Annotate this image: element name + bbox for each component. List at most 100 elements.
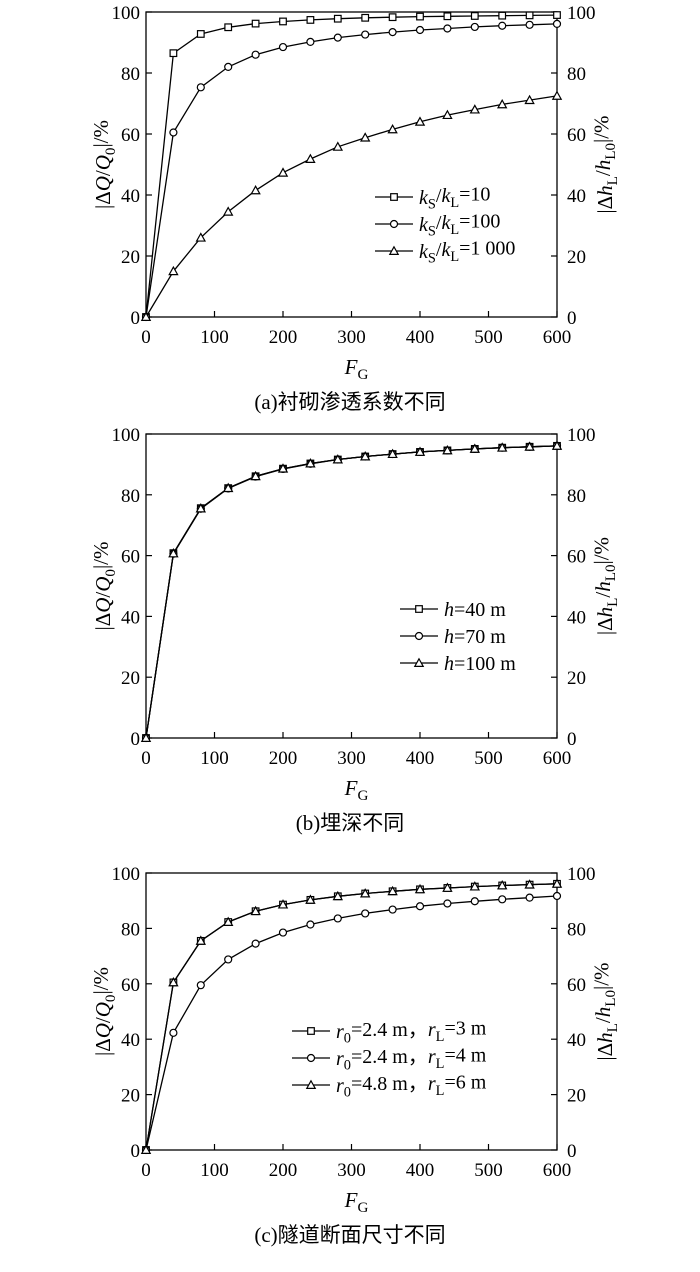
data-point-square bbox=[333, 14, 342, 23]
y-tick-label-right: 80 bbox=[567, 486, 586, 507]
data-point-square bbox=[169, 49, 178, 58]
panel-caption: (a)衬砌渗透系数不同 bbox=[254, 390, 445, 414]
x-tick-label: 100 bbox=[200, 748, 229, 769]
data-point-circle bbox=[388, 905, 397, 914]
y-tick-label-left: 60 bbox=[121, 125, 140, 146]
x-tick-label: 200 bbox=[269, 748, 298, 769]
y-tick-label-left: 20 bbox=[121, 668, 140, 689]
legend-marker-triangle bbox=[388, 245, 400, 255]
data-point-triangle bbox=[551, 90, 563, 100]
legend: r0=2.4 m，rL=3 mr0=2.4 m，rL=4 mr0=4.8 m，r… bbox=[292, 1017, 487, 1101]
y-tick-label-left: 40 bbox=[121, 186, 140, 207]
data-point-circle bbox=[224, 955, 233, 964]
series-line bbox=[145, 883, 558, 1151]
x-tick-label: 0 bbox=[141, 327, 151, 348]
data-point-triangle bbox=[195, 503, 207, 513]
data-point-circle bbox=[525, 893, 534, 902]
data-point-triangle bbox=[168, 265, 179, 276]
data-point-square bbox=[196, 30, 205, 38]
data-point-triangle bbox=[332, 141, 344, 151]
series-line bbox=[145, 95, 558, 318]
legend-label: h=100 m bbox=[444, 653, 516, 675]
data-point-triangle bbox=[305, 894, 316, 904]
y-tick-label-left: 20 bbox=[121, 1086, 140, 1107]
data-point-triangle bbox=[359, 132, 371, 142]
y-tick-label-right: 40 bbox=[567, 186, 586, 207]
x-tick-label: 0 bbox=[141, 748, 151, 769]
legend-marker-square bbox=[415, 605, 423, 613]
series-2 bbox=[141, 19, 562, 322]
x-tick-label: 500 bbox=[474, 1160, 503, 1181]
data-point-circle bbox=[470, 22, 479, 32]
data-point-circle bbox=[415, 902, 425, 911]
data-point-triangle bbox=[387, 448, 398, 459]
legend: h=40 m h=70 m h=100 m bbox=[400, 599, 516, 675]
y-tick-label-right: 100 bbox=[567, 864, 596, 885]
y-tick-label-left: 0 bbox=[131, 729, 141, 750]
y-tick-label-right: 80 bbox=[567, 919, 586, 940]
data-point-triangle bbox=[551, 440, 563, 450]
y-tick-label-right: 60 bbox=[567, 547, 586, 568]
legend-label: r0=2.4 m，rL=3 m bbox=[336, 1017, 487, 1046]
data-point-triangle bbox=[524, 94, 535, 105]
x-tick-label: 100 bbox=[200, 1160, 229, 1181]
panel-caption: (b)埋深不同 bbox=[296, 811, 405, 835]
series-2 bbox=[141, 891, 562, 1155]
y-tick-label-right: 40 bbox=[567, 1030, 586, 1051]
data-point-triangle bbox=[250, 905, 261, 916]
data-point-triangle bbox=[496, 442, 508, 452]
data-point-triangle bbox=[332, 890, 344, 901]
legend-marker-circle bbox=[414, 631, 424, 641]
data-point-circle bbox=[169, 128, 178, 137]
data-point-circle bbox=[525, 20, 534, 29]
y-tick-label-right: 0 bbox=[567, 729, 577, 750]
y-tick-label-right: 20 bbox=[567, 247, 586, 268]
data-point-circle bbox=[333, 914, 342, 923]
y-tick-label-left: 80 bbox=[121, 919, 140, 940]
legend-label: h=40 m bbox=[444, 599, 506, 621]
series-1 bbox=[142, 441, 561, 742]
x-tick-label: 500 bbox=[474, 327, 503, 348]
data-point-triangle bbox=[359, 888, 371, 898]
y-tick-label-left: 60 bbox=[121, 547, 140, 568]
data-point-square bbox=[553, 11, 561, 19]
series-1 bbox=[142, 11, 561, 321]
legend-marker-triangle bbox=[305, 1079, 317, 1089]
data-point-circle bbox=[361, 909, 370, 918]
x-tick-label: 600 bbox=[543, 327, 572, 348]
data-point-triangle bbox=[414, 446, 426, 456]
data-point-triangle bbox=[442, 109, 453, 120]
data-point-triangle bbox=[551, 878, 563, 888]
data-point-triangle bbox=[222, 916, 234, 926]
y-tick-label-left: 40 bbox=[121, 607, 140, 628]
x-tick-label: 400 bbox=[406, 1160, 435, 1181]
series-line bbox=[145, 883, 558, 1151]
data-point-triangle bbox=[469, 443, 481, 453]
legend-marker-circle bbox=[389, 219, 399, 229]
data-point-square bbox=[306, 16, 315, 24]
data-point-circle bbox=[443, 899, 452, 908]
x-tick-label: 300 bbox=[337, 748, 366, 769]
data-point-circle bbox=[333, 33, 342, 42]
data-point-circle bbox=[196, 83, 205, 92]
y-tick-label-right: 80 bbox=[567, 64, 586, 85]
data-point-circle bbox=[196, 981, 205, 990]
plot-frame bbox=[145, 872, 558, 1151]
y-tick-label-left: 0 bbox=[131, 1141, 141, 1162]
data-point-triangle bbox=[442, 882, 453, 892]
x-axis-label: FG bbox=[344, 355, 369, 383]
y-tick-label-right: 20 bbox=[567, 1086, 586, 1107]
y-tick-label-right: 20 bbox=[567, 668, 586, 689]
data-point-square bbox=[388, 13, 397, 22]
data-point-square bbox=[416, 12, 424, 21]
data-point-triangle bbox=[442, 444, 453, 455]
data-point-triangle bbox=[168, 548, 179, 558]
y-tick-label-right: 0 bbox=[567, 308, 577, 329]
x-tick-label: 400 bbox=[406, 327, 435, 348]
data-point-square bbox=[251, 19, 260, 28]
data-point-triangle bbox=[305, 458, 316, 468]
y-axis-label-left: |ΔQ/Q0|/% bbox=[89, 120, 119, 209]
data-point-triangle bbox=[277, 463, 289, 473]
